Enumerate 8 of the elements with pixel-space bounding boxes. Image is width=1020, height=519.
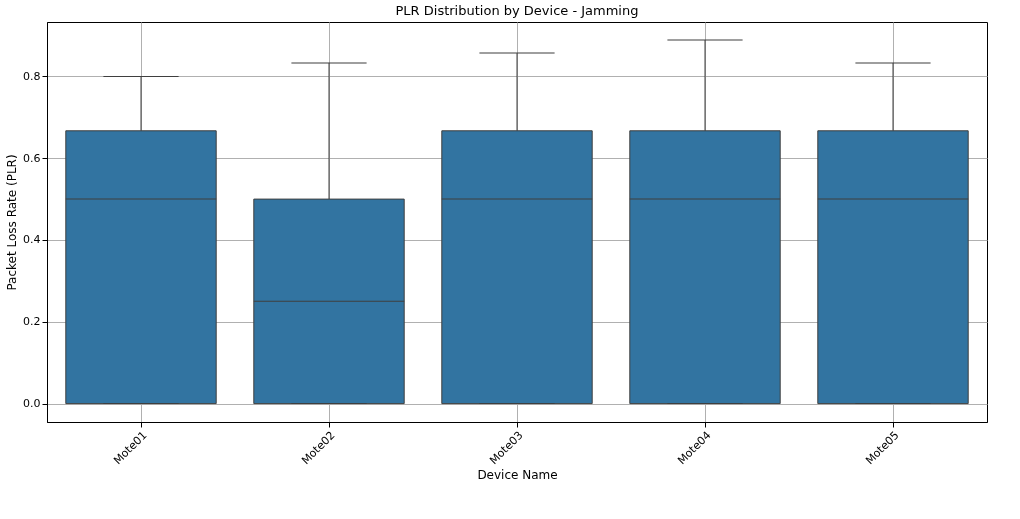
x-axis-title: Device Name: [477, 468, 558, 483]
y-tick-label: 0.8: [23, 69, 41, 83]
chart-title: PLR Distribution by Device - Jamming: [395, 3, 639, 18]
y-tick-label: 0.6: [23, 151, 41, 165]
y-tick-label: 0.0: [23, 397, 41, 411]
y-axis-title: Packet Loss Rate (PLR): [5, 154, 20, 291]
y-tick-label: 0.2: [23, 315, 41, 329]
y-tick-label: 0.4: [23, 233, 41, 247]
